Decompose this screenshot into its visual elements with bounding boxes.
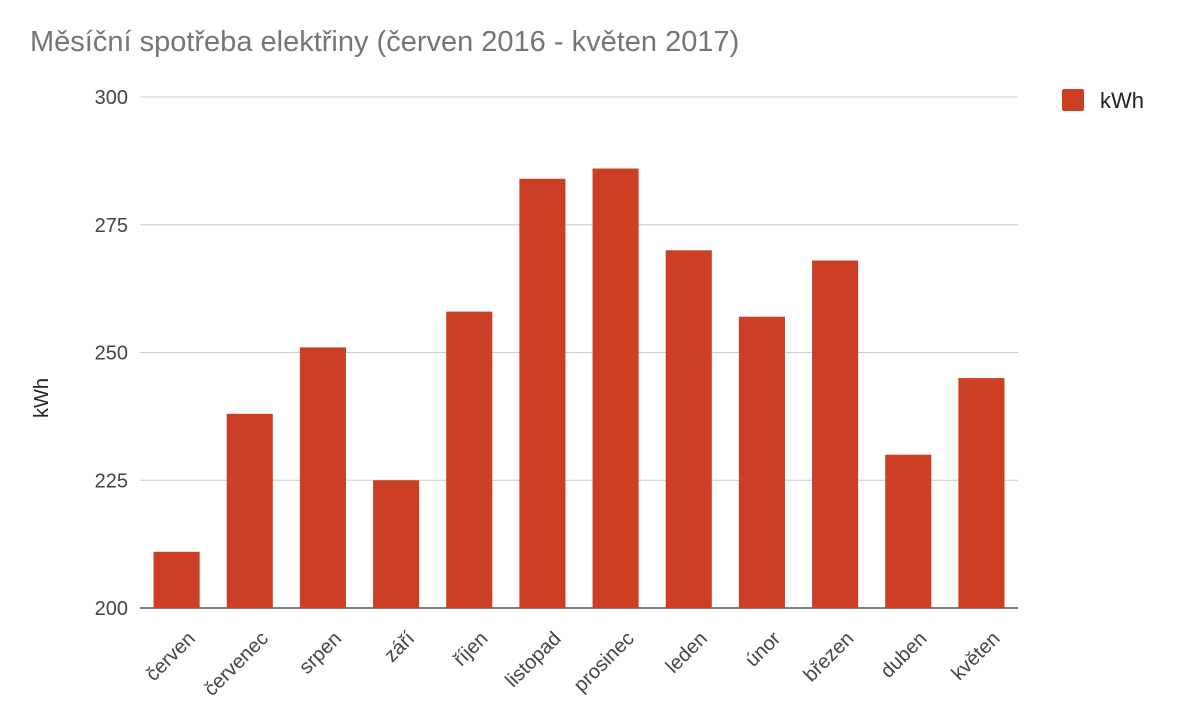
- bar-duben: [885, 454, 932, 608]
- legend: kWh: [1062, 88, 1144, 113]
- x-tick-label: leden: [662, 628, 712, 678]
- x-tick-label: říjen: [449, 628, 492, 671]
- bar-říjen: [446, 311, 493, 608]
- x-tick-label: červen: [142, 628, 200, 686]
- gridlines: [140, 96, 1018, 609]
- y-tick-label: 300: [95, 87, 128, 109]
- bar-prosinec: [592, 168, 639, 609]
- y-tick-label: 250: [95, 343, 128, 365]
- chart-title: Měsíční spotřeba elektřiny (červen 2016 …: [30, 26, 740, 58]
- legend-swatch: [1062, 89, 1084, 111]
- x-tick-label: duben: [877, 628, 932, 683]
- y-tick-label: 200: [95, 598, 128, 620]
- y-axis-title: kWh: [31, 378, 53, 418]
- bar-září: [373, 480, 420, 608]
- x-tick-label: září: [380, 627, 419, 666]
- bar-červen: [153, 551, 200, 608]
- x-tick-label: červenec: [200, 628, 273, 701]
- bar-leden: [665, 250, 712, 609]
- x-tick-label: květen: [947, 628, 1004, 685]
- legend-label: kWh: [1100, 88, 1144, 113]
- bar-listopad: [519, 178, 566, 608]
- x-tick-label: únor: [741, 627, 785, 671]
- bar-květen: [958, 378, 1005, 608]
- x-tick-label: prosinec: [570, 628, 639, 697]
- x-tick-label: srpen: [295, 628, 346, 679]
- bar-únor: [738, 316, 785, 608]
- x-tick-label: listopad: [501, 628, 565, 692]
- bar-srpen: [299, 347, 346, 608]
- bar-březen: [812, 260, 859, 608]
- x-axis-ticks: červen červenec srpen září říjen listopad pros…: [142, 627, 1005, 700]
- y-tick-label: 225: [95, 470, 128, 492]
- y-axis-ticks: 200 225 250 275 300: [95, 87, 128, 620]
- bars: [153, 168, 1005, 609]
- x-tick-label: březen: [799, 628, 858, 687]
- bar-červenec: [226, 413, 273, 608]
- y-tick-label: 275: [95, 215, 128, 237]
